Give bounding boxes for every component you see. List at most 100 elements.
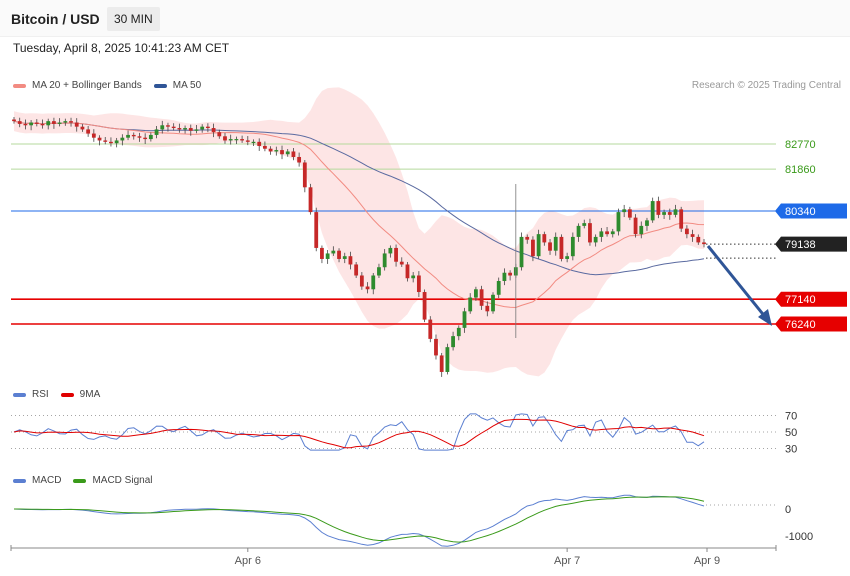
candle-body [650,201,655,221]
candle-body [394,247,398,262]
candle-body [63,121,68,123]
instrument-title: Bitcoin / USD [11,11,100,27]
candle-body [297,156,302,163]
candle-body [485,305,490,312]
candle-body [74,122,79,127]
candle-body [211,128,216,133]
level-tag-76240 [775,316,847,332]
moving-averages [13,120,705,309]
chart-header: Bitcoin / USD 30 MIN [0,0,850,37]
candle-body [382,253,387,268]
candle-body [565,256,570,259]
level-label-82770: 82770 [785,139,816,151]
candle-body [474,289,478,298]
candle-body [274,150,279,152]
candle-body [131,134,136,137]
candle-body [639,225,644,235]
forecast-arrowhead [758,309,772,326]
candle-body [325,253,330,259]
candle-body [570,236,575,257]
candle-body [148,134,153,140]
candle-body [416,275,421,293]
candle-body [52,121,56,124]
candle-body [462,311,467,328]
candle-body [228,139,233,141]
rsi-tick-50: 50 [785,427,797,439]
candle-body [348,256,353,265]
timestamp: Tuesday, April 8, 2025 10:41:23 AM CET [13,41,230,55]
candle-body [177,128,182,130]
candle-body [280,150,284,155]
bollinger-band-fill [14,87,704,377]
candle-body [525,236,530,240]
candle-body [684,228,689,235]
forecast-arrow-shaft [706,245,768,319]
rsi-tick-30: 30 [785,444,797,456]
candle-body [331,250,336,254]
candle-body [502,272,507,282]
candle-body [91,133,96,138]
candle-body [308,187,313,213]
candle-body [320,247,324,259]
level-tag-label-76240: 76240 [785,319,816,331]
ma50-legend-label: MA 50 [172,80,202,91]
candle-body [285,151,290,155]
candle-body [257,141,262,146]
candle-body [194,129,199,131]
candle-body [143,137,148,140]
level-label-81860: 81860 [785,164,816,176]
price-tags: 82770 81860 80340 79138 77140 76240 [775,139,847,332]
candle-body [679,209,684,229]
candle-body [468,297,473,312]
forecast-arrow [706,245,772,326]
macd-signal-swatch [73,478,87,483]
candle-body [234,139,239,141]
candle-body [154,129,159,135]
candle-body [263,145,267,149]
candle-body [80,126,85,130]
price-levels [11,143,776,325]
candle-body [616,212,621,232]
candle-body [576,225,581,237]
ma20-line [13,120,705,309]
macd-swatch [13,478,26,483]
candle-body [371,275,376,290]
candle-body [245,140,250,142]
candle-body [690,234,695,237]
candle-body [388,247,393,254]
candle-body [582,223,587,226]
candle-body [268,148,273,152]
candle-body [548,242,552,251]
candle-body [17,121,22,124]
candle-body [337,250,341,259]
level-tag-label-77140: 77140 [785,294,816,306]
candle-body [599,231,604,237]
candle-body [160,125,165,130]
candle-body [114,140,119,144]
research-credit: Research © 2025 Trading Central [691,80,841,91]
candle-body [57,122,62,124]
candle-body [97,137,102,141]
candle-body [103,140,108,142]
candle-body [217,132,222,137]
candle-body [519,236,524,268]
rsi-ma-legend-label: 9MA [79,389,101,400]
ma20-swatch [13,83,26,88]
main-legend: MA 20 + Bollinger Bands MA 50 [13,80,213,91]
level-tag-80340 [775,203,847,219]
macd-signal-line [14,496,705,543]
candle-body [34,122,39,124]
candle-body [251,141,256,144]
timeframe-selector[interactable]: 30 MIN [107,7,160,31]
candle-body [188,128,193,131]
candle-body [645,220,649,226]
rsi-tick-70: 70 [785,411,797,423]
candle-body [359,275,364,287]
candle-body [166,125,170,127]
candle-body [120,137,125,141]
candle-body [200,126,205,130]
macd-legend-label: MACD [32,475,62,486]
candle-body [479,289,484,306]
